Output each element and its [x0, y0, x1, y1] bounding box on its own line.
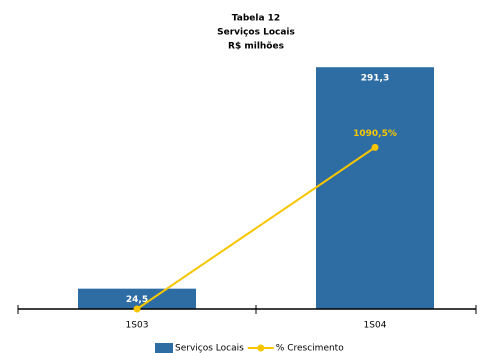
line-point: [133, 305, 141, 313]
legend-swatch: [257, 344, 265, 352]
legend-swatch: [155, 343, 173, 353]
x-tick-label: 1S03: [126, 321, 149, 331]
chart-title: Tabela 12: [232, 14, 280, 24]
bar: [316, 67, 434, 309]
value-label: 24,5: [126, 295, 148, 305]
legend-label: % Crescimento: [276, 344, 344, 353]
chart-unit: R$ milhões: [228, 42, 284, 52]
line-point: [371, 143, 379, 151]
legend-label: Serviços Locais: [175, 344, 244, 353]
value-label: 291,3: [361, 74, 389, 84]
bar: [78, 288, 196, 309]
x-tick-label: 1S04: [364, 321, 387, 331]
value-label: 1090,5%: [353, 129, 397, 139]
chart-subtitle: Serviços Locais: [217, 28, 295, 38]
line: [136, 146, 376, 310]
